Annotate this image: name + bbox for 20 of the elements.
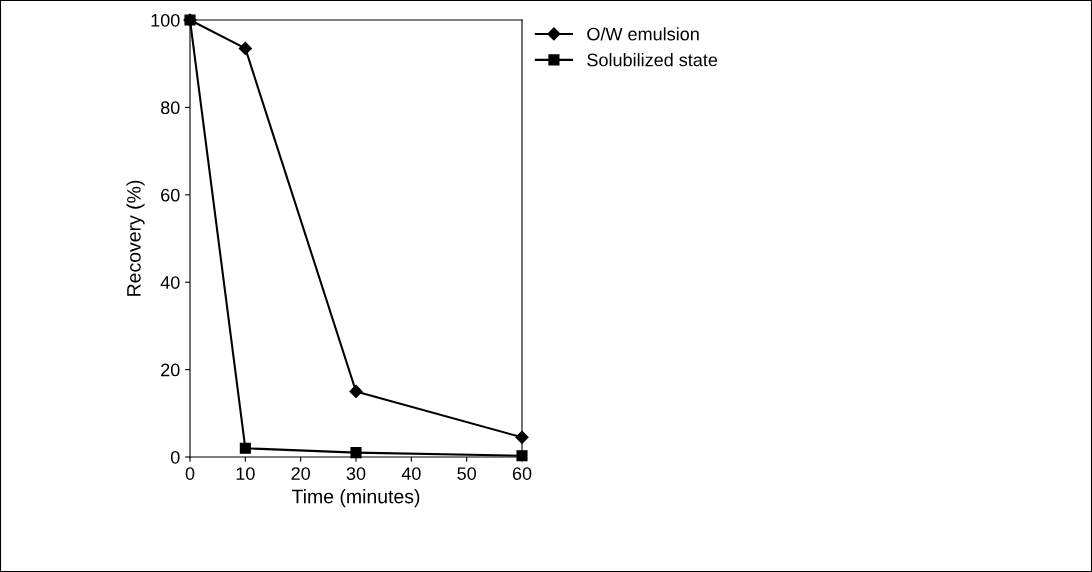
x-tick-label: 20 xyxy=(291,467,310,480)
point xyxy=(239,442,251,454)
y-tick-label: 0 xyxy=(170,450,180,464)
legend-label: O/W emulsion xyxy=(587,27,699,41)
y-tick-label: 20 xyxy=(161,363,180,377)
y-axis-title: Recovery (%) xyxy=(126,180,145,296)
point xyxy=(238,41,252,55)
x-tick-label: 40 xyxy=(401,467,421,480)
x-tick-label: 60 xyxy=(512,467,532,480)
y-tick-label: 100 xyxy=(151,13,180,27)
x-tick-label: 10 xyxy=(236,467,255,480)
x-axis-title: Time (minutes) xyxy=(291,489,420,508)
x-tick-label: 50 xyxy=(457,467,476,480)
legend-label: Solubilized state xyxy=(587,53,718,67)
y-tick-label: 80 xyxy=(160,101,180,115)
x-tick-label: 0 xyxy=(185,467,195,480)
x-tick-label: 30 xyxy=(346,467,366,480)
y-tick-label: 60 xyxy=(161,188,180,202)
y-tick-label: 40 xyxy=(160,276,180,289)
point xyxy=(349,384,363,399)
